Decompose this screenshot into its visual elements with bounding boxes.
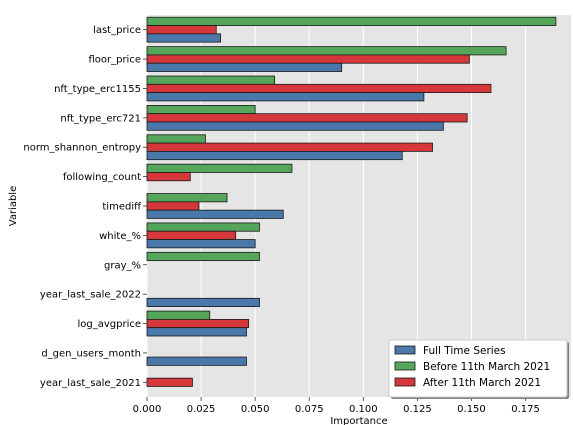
bar-after-11th-march-2021-nft-type-erc721 xyxy=(146,113,468,123)
bar-after-11th-march-2021-norm-shannon-entropy xyxy=(146,142,433,152)
bar-before-11th-march-2021-white- xyxy=(146,222,260,232)
bar-after-11th-march-2021-following-count xyxy=(146,172,191,182)
bars xyxy=(146,16,557,387)
y-tick-label: floor_price xyxy=(88,55,141,66)
bar-after-11th-march-2021-nft-type-erc1155 xyxy=(146,83,492,94)
y-tick-label: timediff xyxy=(102,202,142,213)
legend-label: Before 11th March 2021 xyxy=(423,361,550,373)
y-tick-labels: last_price floor_price nft_type_erc1155nft… xyxy=(23,25,147,389)
bar-after-11th-march-2021-log-avgprice xyxy=(146,318,250,329)
y-tick-label: nft_type_erc1155 xyxy=(54,84,141,95)
bar-before-11th-march-2021-following-count xyxy=(146,163,293,173)
y-tick-label: year_last_sale_2022 xyxy=(40,290,141,301)
y-tick-label: year_last_sale_2021 xyxy=(40,378,141,389)
bar-before-11th-march-2021-nft-type-erc721 xyxy=(146,104,256,115)
x-tick-label: 0.000 xyxy=(133,404,162,415)
x-tick-label: 0.050 xyxy=(241,404,270,415)
y-tick-label: norm_shannon_entropy xyxy=(23,143,141,154)
x-tick-label: 0.025 xyxy=(187,404,216,415)
bar-before-11th-march-2021-norm-shannon-entropy xyxy=(146,134,206,144)
bar-full-time-series-year-last-sale-2022 xyxy=(146,297,260,308)
y-tick-label: nft_type_erc721 xyxy=(60,113,141,124)
bar-after-11th-march-2021-floor-price xyxy=(146,54,470,64)
bar-full-time-series-nft-type-erc721 xyxy=(146,121,444,131)
y-tick-label: gray_% xyxy=(104,260,141,271)
bar-full-time-series-timediff xyxy=(146,209,284,219)
legend-swatch xyxy=(394,361,416,371)
x-tick-label: 0.100 xyxy=(349,404,378,415)
bar-after-11th-march-2021-white- xyxy=(146,230,237,240)
bar-before-11th-march-2021-floor-price xyxy=(146,46,507,56)
legend-swatch xyxy=(394,345,416,355)
bar-full-time-series-d-gen-users-month xyxy=(146,356,247,366)
bar-full-time-series-norm-shannon-entropy xyxy=(146,150,403,161)
bar-before-11th-march-2021-nft-type-erc1155 xyxy=(146,75,276,85)
bar-full-time-series-nft-type-erc1155 xyxy=(146,92,425,102)
bar-after-11th-march-2021-year-last-sale-2021 xyxy=(146,377,193,387)
bar-before-11th-march-2021-log-avgprice xyxy=(146,310,211,320)
x-tick-labels: 0.000 0.025 0.050 0.075 0.100 0.125 0.150 0.175 xyxy=(133,397,540,415)
bar-before-11th-march-2021-last-price xyxy=(146,16,557,26)
legend: Full Time Series Before 11th March 2021 Af… xyxy=(388,339,569,399)
legend-swatch xyxy=(394,377,416,387)
y-tick-label: d_gen_users_month xyxy=(41,348,141,359)
y-tick-label: log_avgprice xyxy=(77,319,141,330)
x-axis-label: Importance xyxy=(330,416,387,425)
y-tick-label: following_count xyxy=(63,172,141,183)
bar-before-11th-march-2021-timediff xyxy=(146,193,228,203)
bar-after-11th-march-2021-timediff xyxy=(146,201,200,211)
y-tick-label: white_% xyxy=(99,231,141,242)
x-tick-label: 0.150 xyxy=(457,404,486,415)
bar-full-time-series-log-avgprice xyxy=(146,327,247,337)
x-tick-label: 0.175 xyxy=(511,404,540,415)
legend-label: After 11th March 2021 xyxy=(423,377,541,389)
legend-label: Full Time Series xyxy=(423,345,506,357)
bar-after-11th-march-2021-last-price xyxy=(146,25,217,35)
x-tick-label: 0.125 xyxy=(403,404,432,415)
y-tick-label: last_price xyxy=(93,25,141,36)
bar-before-11th-march-2021-gray- xyxy=(146,251,260,262)
x-tick-label: 0.075 xyxy=(295,404,324,415)
bar-full-time-series-last-price xyxy=(146,33,221,43)
bar-full-time-series-floor-price xyxy=(146,62,343,72)
legend-box xyxy=(388,339,568,398)
y-axis-label: Variable xyxy=(8,186,19,227)
bar-full-time-series-white- xyxy=(146,239,256,249)
